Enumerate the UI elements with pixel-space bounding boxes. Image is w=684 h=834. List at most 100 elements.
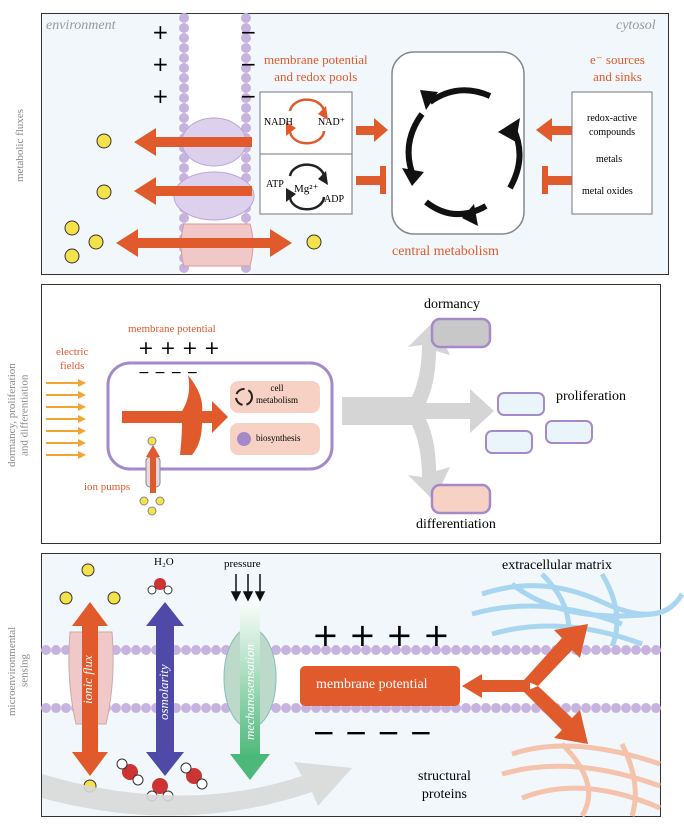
lipid-head [501, 703, 511, 713]
membrane-potential-label: membrane potential and redox pools [264, 52, 368, 84]
lipid-head [201, 645, 211, 655]
differentiation-label: differentiation [416, 517, 496, 532]
lipid-head [281, 703, 291, 713]
field-arrow [46, 403, 86, 411]
lipid-head [531, 645, 541, 655]
lipid-head [411, 645, 421, 655]
lipid-head [291, 703, 301, 713]
minus-row: − − − − [138, 365, 199, 381]
differentiation-cell [430, 483, 492, 515]
panel1-graphics [64, 13, 653, 274]
lipid-head [241, 153, 251, 163]
proliferation-cell-2 [485, 430, 533, 454]
lipid-head [179, 93, 189, 103]
matrix-signal-arrow [462, 624, 588, 744]
metabolic-fluxes-side-label: metabolic fluxes [14, 108, 26, 182]
lipid-head [481, 703, 491, 713]
field-arrow [46, 427, 86, 435]
lipid-head [179, 213, 189, 223]
metals-label: metals [596, 154, 623, 165]
lipid-head [241, 163, 251, 173]
lipid-head [631, 645, 641, 655]
lipid-head [511, 703, 521, 713]
lipid-head [41, 703, 51, 713]
electron-sources-box [571, 91, 653, 215]
lipid-head [179, 13, 189, 23]
lipid-head [461, 703, 471, 713]
lipid-head [541, 645, 551, 655]
metal-oxides-label: metal oxides [582, 186, 633, 197]
lipid-head [301, 645, 311, 655]
plus-sign-2: + [152, 52, 169, 76]
inhibition-arrow [356, 166, 386, 194]
lipid-head [581, 703, 591, 713]
lipid-head [401, 645, 411, 655]
osmolarity-arrow [146, 602, 184, 776]
lipid-head [179, 23, 189, 33]
membrane-potential-label: membrane potential [128, 323, 216, 335]
lipid-head [591, 703, 601, 713]
membrane-potential-box [300, 666, 460, 706]
minus-sign-3: − [240, 84, 257, 108]
lipid-head [241, 33, 251, 43]
mechanosensation-label: mechanosensation [242, 643, 257, 740]
fate-branch-arrow [342, 321, 494, 501]
field-arrow [46, 391, 86, 399]
lipid-head [241, 213, 251, 223]
lipid-head [381, 645, 391, 655]
osmolarity-label: osmolarity [156, 664, 171, 720]
lipid-head [331, 645, 341, 655]
lipid-head [271, 645, 281, 655]
lipid-head [461, 645, 471, 655]
lipid-head [51, 703, 61, 713]
lipid-head [191, 703, 201, 713]
proliferation-cell-3 [545, 420, 593, 444]
atp-label: ATP [266, 179, 284, 190]
lipid-head [241, 73, 251, 83]
lipid-head [241, 93, 251, 103]
microenvironmental-panel: H₂O pressure ionic flux osmolarity mecha… [41, 553, 684, 818]
lipid-head [191, 645, 201, 655]
lipid-head [271, 703, 281, 713]
lipid-head [611, 645, 621, 655]
lipid-head [341, 645, 351, 655]
biosynthesis-icon [237, 432, 251, 446]
lipid-head [521, 645, 531, 655]
panel3-graphics [41, 563, 684, 818]
lipid-head [631, 703, 641, 713]
lipid-head [621, 645, 631, 655]
adp-label: ADP [324, 194, 345, 205]
lipid-head [441, 645, 451, 655]
lipid-head [111, 703, 121, 713]
sensing-sweep-arrow [42, 762, 352, 816]
lipid-head [179, 103, 189, 113]
extracellular-matrix-label: extracellular matrix [502, 558, 612, 573]
lipid-head [641, 645, 651, 655]
plus-row: + + + + [312, 616, 450, 654]
lipid-head [471, 645, 481, 655]
activation-arrow [356, 118, 388, 142]
lipid-head [241, 113, 251, 123]
lipid-head [311, 645, 321, 655]
lipid-head [571, 703, 581, 713]
proliferation-label: proliferation [556, 389, 626, 404]
lipid-head [241, 53, 251, 63]
lipid-head [611, 703, 621, 713]
plus-sign-1: + [152, 20, 169, 44]
lipid-head [281, 645, 291, 655]
lipid-head [179, 113, 189, 123]
lipid-head [121, 703, 131, 713]
h2o-label: H₂O [154, 556, 174, 568]
electric-field-arrows [46, 379, 86, 459]
lipid-head [241, 23, 251, 33]
lipid-head [481, 645, 491, 655]
lipid-head [641, 703, 651, 713]
efflux-arrow-1 [134, 128, 252, 156]
lipid-head [179, 73, 189, 83]
lipid-head [391, 645, 401, 655]
proliferation-cell-1 [497, 392, 545, 416]
extracellular-matrix-fibers [471, 572, 684, 666]
minus-row: − − − − [312, 716, 433, 749]
lipid-head [601, 645, 611, 655]
ionic-flux-arrow [72, 602, 108, 776]
